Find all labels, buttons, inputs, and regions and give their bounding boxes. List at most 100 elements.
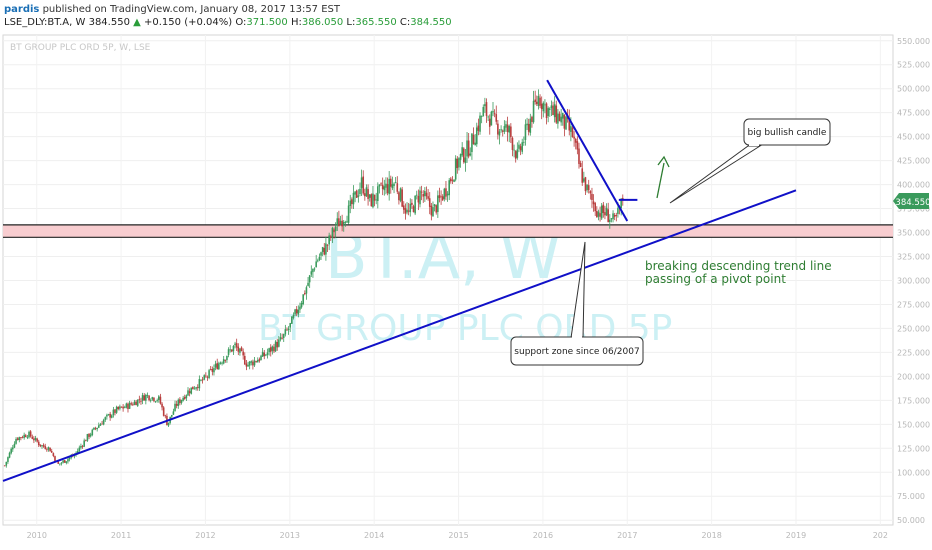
candle-body <box>597 211 600 217</box>
candle-body <box>475 127 478 145</box>
candle-body <box>140 400 142 402</box>
candle-body <box>407 210 410 212</box>
candle-body <box>362 176 365 194</box>
candle-body <box>67 459 69 462</box>
candle-body <box>583 178 585 182</box>
candle-body <box>328 235 330 245</box>
candle-body <box>524 124 527 140</box>
candle-body <box>565 116 567 130</box>
candle-body <box>310 271 313 275</box>
candle-body <box>211 369 214 372</box>
candle-body <box>76 451 79 454</box>
candle-body <box>97 425 100 428</box>
candle-body <box>613 215 616 217</box>
candle-body <box>432 207 434 217</box>
candle-body <box>239 348 241 353</box>
candle-body <box>550 105 553 109</box>
candle-body <box>527 123 530 132</box>
candle-body <box>414 195 416 214</box>
trend-lines[interactable] <box>2 79 797 482</box>
candle-body <box>36 438 38 442</box>
candle-body <box>128 402 131 409</box>
candle-body <box>459 154 462 160</box>
candle-body <box>153 397 155 402</box>
price-tag[interactable]: 384.550 <box>893 193 931 209</box>
candle-body <box>122 406 124 409</box>
candle-body <box>195 387 197 389</box>
callout-box <box>743 118 831 146</box>
candle-body <box>8 452 11 458</box>
candle-body <box>531 116 533 122</box>
callout-bullish-candle[interactable]: big bullish candle <box>669 118 831 204</box>
y-tick-label: 325.000 <box>897 253 930 262</box>
candle-body <box>464 157 467 164</box>
candle-body <box>621 197 624 200</box>
support-zone-fill <box>3 224 893 238</box>
candle-body <box>427 196 429 199</box>
candle-body <box>18 437 21 441</box>
candle-body <box>174 403 176 411</box>
candle-body <box>461 147 463 156</box>
candle-body <box>295 309 298 314</box>
x-tick-label: 2011 <box>111 531 131 540</box>
candle-body <box>579 163 582 168</box>
candle-body <box>477 125 480 131</box>
candle-body <box>208 370 210 378</box>
candle-body <box>99 424 102 426</box>
candle-body <box>177 399 180 406</box>
x-tick-label: 2010 <box>27 531 47 540</box>
last-price: 384.550 <box>88 17 130 28</box>
candle-body <box>454 158 457 180</box>
candle-body <box>373 194 376 201</box>
candle-body <box>479 115 481 132</box>
candle-body <box>138 399 141 401</box>
candle-body <box>167 422 170 426</box>
candle-body <box>31 436 34 439</box>
candle-body <box>445 188 447 197</box>
candle-body <box>232 345 235 352</box>
time-axis[interactable]: 2010 2011 2012 2013 2014 2015 2016 2017 2018 2019… <box>27 531 888 540</box>
x-tick-label: 2015 <box>448 531 468 540</box>
candle-body <box>218 363 220 370</box>
candle-body <box>149 400 152 402</box>
candle-body <box>203 375 206 380</box>
author-name[interactable]: pardis <box>4 4 40 15</box>
trendline-ascending-support[interactable] <box>2 189 797 482</box>
trendline-descending-resistance[interactable] <box>546 79 629 222</box>
candle-body <box>573 136 575 139</box>
candle-body <box>119 406 121 409</box>
close-label: C: <box>399 17 411 28</box>
y-tick-label: 225.000 <box>897 348 930 357</box>
candle-body <box>500 129 502 131</box>
candle-body <box>437 195 439 212</box>
candle-body <box>34 438 37 440</box>
candle-body <box>331 227 334 238</box>
candle-body <box>141 395 144 401</box>
candle-body <box>234 343 236 346</box>
candle-body <box>557 113 559 124</box>
candle-body <box>180 399 183 403</box>
candle-body <box>599 213 601 217</box>
x-tick-label: 2018 <box>701 531 721 540</box>
callout-support-zone[interactable]: support zone since 06/2007 <box>510 241 644 366</box>
price-axis[interactable]: 550.000 525.000 500.000 475.000 450.000 425.0… <box>897 37 930 525</box>
candle-body <box>109 413 111 418</box>
candle-body <box>456 158 459 169</box>
candle-body <box>237 346 240 352</box>
y-tick-label: 525.000 <box>897 61 930 70</box>
candle-body <box>420 191 423 193</box>
candle-body <box>511 137 514 150</box>
candle-body <box>359 188 361 195</box>
arrow-up-icon <box>657 155 670 168</box>
candles <box>3 89 624 468</box>
support-zone[interactable] <box>3 224 893 238</box>
close-value: 384.550 <box>410 17 452 28</box>
candle-body <box>568 118 571 131</box>
candle-body <box>89 434 92 437</box>
y-tick-label: 300.000 <box>897 276 930 285</box>
candle-body <box>37 441 40 446</box>
candle-body <box>49 447 51 452</box>
candle-body <box>274 341 277 352</box>
candle-body <box>349 200 352 206</box>
